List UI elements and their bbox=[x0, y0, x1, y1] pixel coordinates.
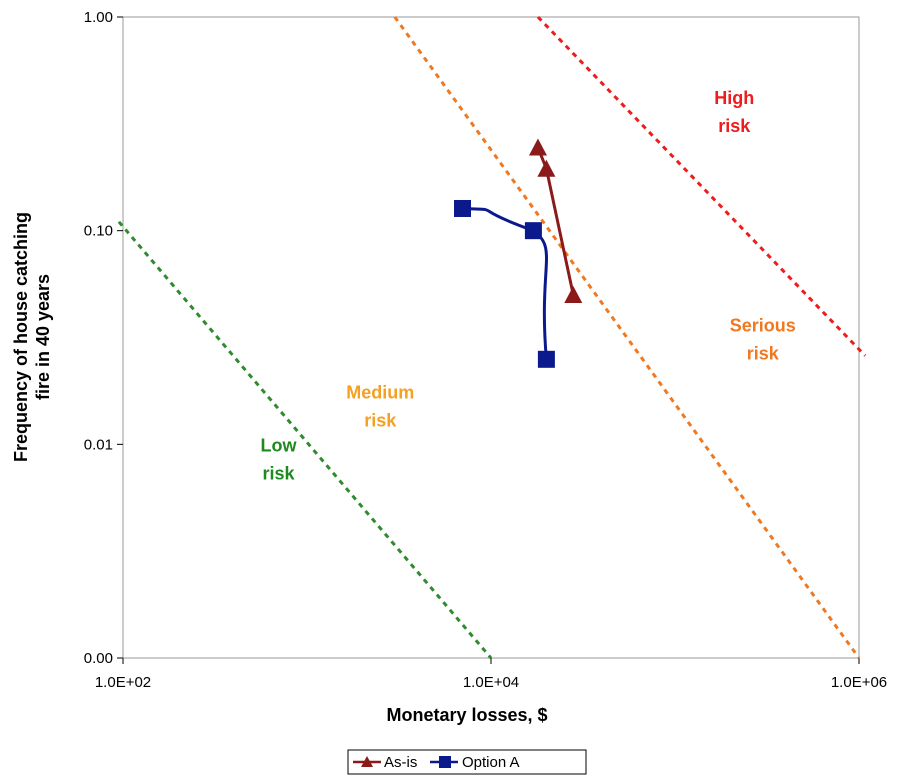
axis-ticks: 1.0E+02 1.0E+04 1.0E+06 1.00 0.10 0.01 0.00 bbox=[84, 9, 887, 691]
zone-label-text: Low bbox=[260, 435, 297, 455]
zone-label-text: Serious bbox=[730, 315, 796, 335]
risk-zone-labels: Low risk Medium risk Serious risk High risk bbox=[260, 88, 795, 484]
zone-label-text: risk bbox=[364, 411, 397, 431]
x-tick-label: 1.0E+02 bbox=[95, 674, 151, 691]
data-point-triangle bbox=[564, 285, 583, 303]
y-tick-label: 0.10 bbox=[84, 223, 113, 240]
y-tick-label: 0.01 bbox=[84, 436, 113, 453]
y-axis-title-line-2: fire in 40 years bbox=[33, 274, 53, 400]
x-axis-title: Monetary losses, $ bbox=[386, 705, 547, 725]
data-series bbox=[453, 138, 583, 368]
legend-label-as-is: As-is bbox=[384, 754, 417, 771]
y-tick-label: 1.00 bbox=[84, 9, 113, 26]
zone-label-text: risk bbox=[262, 463, 295, 483]
zone-label-text: High bbox=[714, 88, 754, 108]
data-point-square bbox=[453, 199, 471, 217]
y-axis-title-line-1: Frequency of house catching bbox=[11, 212, 31, 462]
data-point-triangle bbox=[537, 159, 556, 177]
risk-boundary-lines bbox=[117, 15, 867, 659]
zone-label-text: risk bbox=[747, 343, 780, 363]
y-tick-label: 0.00 bbox=[84, 650, 113, 667]
data-point-triangle bbox=[528, 138, 547, 156]
risk-boundary-line bbox=[536, 15, 867, 357]
zone-label-text: risk bbox=[718, 116, 751, 136]
plot-area bbox=[122, 16, 860, 659]
x-tick-label: 1.0E+04 bbox=[463, 674, 519, 691]
legend: As-is Option A bbox=[347, 749, 587, 775]
zone-label-text: Medium bbox=[346, 383, 414, 403]
data-point-square bbox=[524, 222, 542, 240]
legend-box bbox=[347, 749, 587, 775]
data-point-square bbox=[537, 350, 555, 368]
legend-marker-as-is bbox=[361, 756, 373, 767]
risk-boundary-line bbox=[393, 16, 861, 659]
legend-marker-option-a bbox=[439, 756, 451, 768]
x-tick-label: 1.0E+06 bbox=[831, 674, 887, 691]
legend-label-option-a: Option A bbox=[462, 754, 520, 771]
